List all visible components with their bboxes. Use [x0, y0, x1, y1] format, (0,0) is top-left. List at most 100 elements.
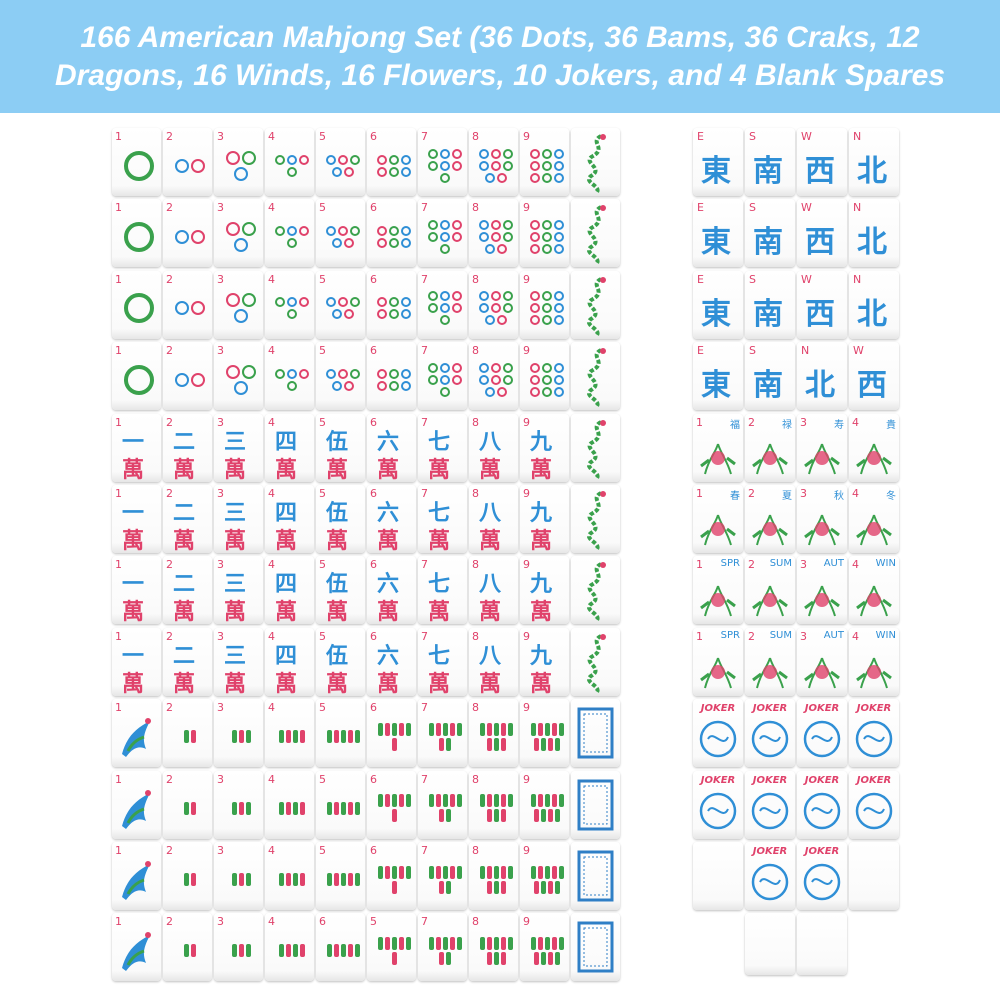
bam	[551, 722, 557, 736]
flower-art	[856, 514, 892, 546]
tile-number: 6	[370, 415, 377, 429]
tile: 6	[367, 128, 416, 196]
dot	[377, 237, 387, 248]
dot	[542, 374, 552, 385]
joker-art	[751, 720, 789, 758]
crak-numeral: 七	[428, 572, 451, 598]
dot	[226, 293, 240, 308]
flower-number: 2	[748, 487, 755, 500]
wind-letter: E	[697, 272, 704, 286]
dot	[401, 166, 411, 177]
bam	[500, 951, 506, 965]
flower-name: AUT	[823, 558, 844, 570]
tile: 8	[469, 270, 518, 339]
bams	[528, 855, 566, 904]
wind-letter: N	[801, 344, 810, 358]
tile-number: 2	[166, 629, 173, 643]
bam	[326, 873, 332, 886]
crak-numeral: 一	[122, 429, 145, 455]
joker-art	[855, 792, 893, 829]
dot	[440, 374, 450, 385]
bam	[245, 730, 251, 744]
tile: 1	[112, 342, 161, 411]
bam	[238, 801, 244, 815]
joker-label: JOKER	[752, 703, 788, 715]
tile: 3	[214, 199, 263, 268]
bam	[555, 809, 560, 823]
dot	[503, 160, 513, 171]
tile: JOKER	[797, 770, 847, 839]
bam	[245, 801, 251, 815]
bams	[375, 926, 413, 975]
joker-label: JOKER	[700, 774, 736, 786]
dot	[338, 297, 348, 308]
dots	[375, 141, 413, 190]
tile: 9	[520, 270, 569, 339]
dot	[287, 297, 297, 308]
tile	[571, 342, 620, 411]
bam	[493, 794, 499, 808]
crak-numeral: 伍	[326, 501, 349, 526]
bams	[273, 926, 311, 975]
bam	[446, 809, 451, 823]
tile-number: 9	[523, 915, 530, 929]
dot	[479, 148, 489, 159]
dot	[428, 219, 438, 230]
wind-char: 東	[701, 296, 731, 332]
dot	[503, 219, 513, 230]
tile: 1	[112, 770, 161, 839]
tile-art	[849, 628, 899, 696]
bam	[544, 865, 550, 879]
dot	[350, 297, 360, 308]
tile: 2 SUM	[745, 556, 795, 625]
dot	[485, 386, 495, 397]
bam	[507, 936, 513, 950]
bams	[273, 784, 311, 833]
flower-number: 1	[696, 558, 703, 572]
tile: 3	[214, 128, 263, 196]
tile: 7	[418, 913, 467, 982]
tile: 4	[265, 699, 314, 768]
dot	[428, 374, 438, 385]
bam	[340, 730, 346, 744]
tile: 8	[469, 913, 518, 982]
dot	[503, 374, 513, 385]
tile: 4 WIN	[849, 627, 899, 696]
dots	[120, 284, 158, 333]
tile-number: 3	[217, 415, 224, 429]
crak-numeral: 七	[428, 501, 451, 526]
tile: 1 SPR	[693, 556, 743, 625]
dragon-art	[587, 562, 606, 622]
tile-number: 3	[217, 629, 224, 643]
dot	[497, 315, 507, 326]
tile-number: 7	[421, 487, 428, 500]
tile	[693, 842, 743, 910]
dragon-art	[587, 276, 606, 336]
flower-number: 3	[800, 487, 807, 500]
bam	[500, 809, 506, 823]
dot	[554, 148, 564, 159]
dot	[401, 309, 411, 320]
flower-art	[752, 586, 788, 617]
flower-name: SPR	[720, 558, 740, 570]
dot	[542, 219, 552, 230]
tile-number: 2	[166, 201, 173, 215]
bam	[231, 873, 237, 886]
wind-char: 西	[805, 225, 835, 261]
crak-numeral: 一	[122, 643, 145, 669]
flower-name: AUT	[823, 629, 844, 641]
bams	[222, 855, 260, 904]
tile-number: 8	[472, 344, 479, 358]
tile-art	[745, 699, 795, 767]
crak-wan: 萬	[530, 457, 553, 482]
bam	[384, 865, 390, 879]
tile: 8	[469, 699, 518, 768]
tile: 7	[418, 699, 467, 768]
tile	[571, 270, 620, 339]
bam	[391, 722, 397, 736]
dragon-art	[587, 419, 606, 479]
flower-art	[856, 657, 892, 689]
dot	[428, 291, 438, 302]
tile: 5	[316, 270, 365, 339]
